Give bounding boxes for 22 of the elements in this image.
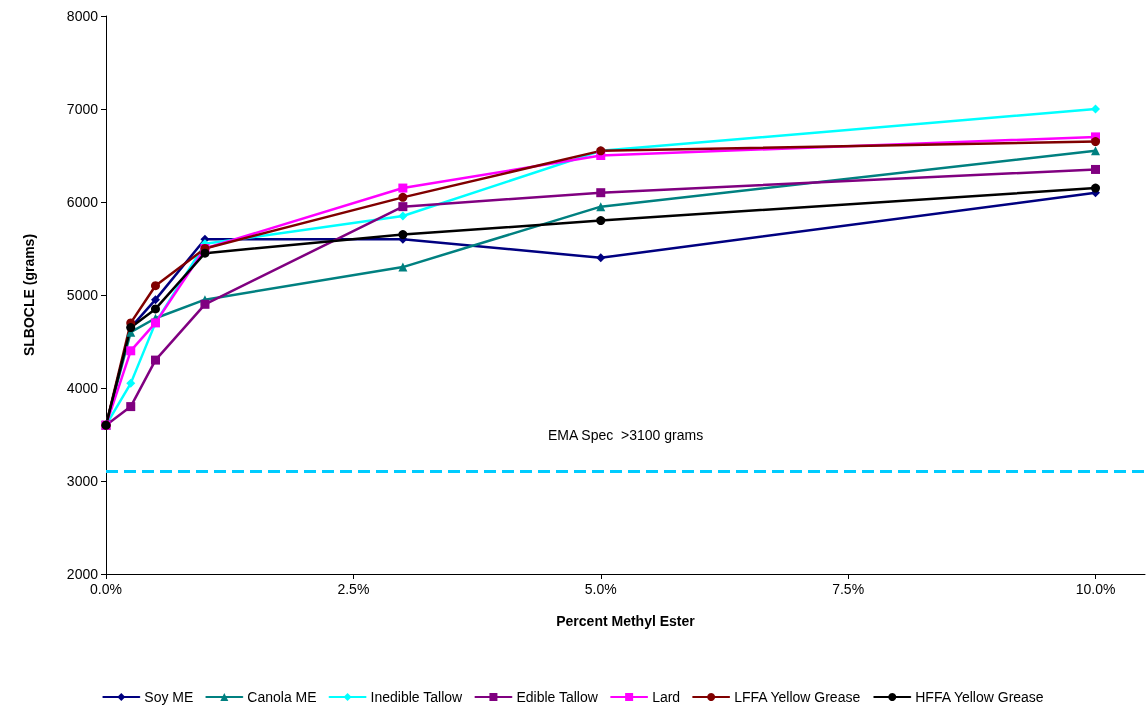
legend-label: HFFA Yellow Grease (915, 689, 1044, 705)
x-tick-label: 5.0% (584, 581, 617, 597)
y-axis-title: SLBOCLE (grams) (21, 233, 37, 357)
y-tick-label: 5000 (66, 287, 99, 303)
legend-label: Lard (652, 689, 681, 705)
ref-line-label: EMA Spec >3100 grams (547, 426, 704, 443)
y-tick-label: 3000 (66, 473, 99, 489)
legend-label: Edible Tallow (516, 689, 599, 705)
legend-label: Soy ME (144, 689, 194, 705)
x-tick-label: 10.0% (1075, 581, 1116, 597)
y-tick-label: 7000 (66, 101, 99, 117)
y-tick-label: 6000 (66, 194, 99, 210)
x-tick-label: 0.0% (90, 581, 122, 597)
legend-label: Canola ME (247, 689, 317, 705)
y-tick-label: 4000 (66, 380, 99, 396)
legend-label: LFFA Yellow Grease (734, 689, 861, 705)
y-tick-label: 2000 (66, 566, 99, 582)
x-tick-label: 7.5% (832, 581, 865, 597)
x-tick-label: 2.5% (337, 581, 370, 597)
x-axis-title: Percent Methyl Ester (556, 613, 696, 629)
legend-label: Inedible Tallow (370, 689, 464, 705)
y-tick-label: 8000 (66, 8, 99, 24)
